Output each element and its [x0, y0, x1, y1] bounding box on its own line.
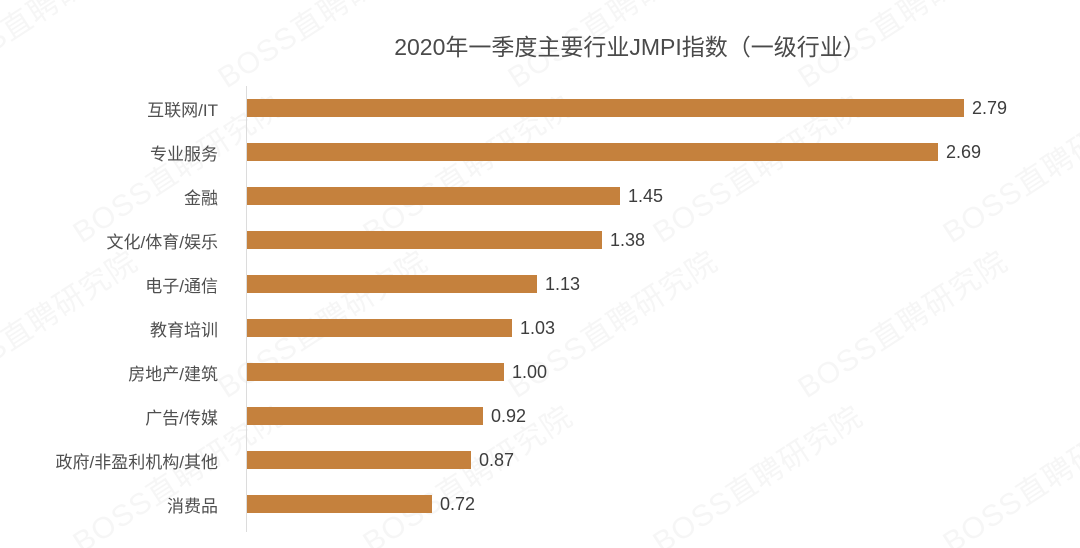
- bar: [247, 451, 471, 469]
- bar: [247, 143, 938, 161]
- value-label: 0.87: [479, 449, 515, 470]
- category-label: 电子/通信: [145, 276, 218, 296]
- bar-track: 0.92: [247, 406, 1080, 427]
- bar-track: 1.00: [247, 362, 1080, 383]
- bar-row: 教育培训 1.03: [0, 306, 1080, 350]
- category-label: 政府/非盈利机构/其他: [55, 452, 218, 472]
- value-label: 0.92: [491, 405, 527, 426]
- category-label: 教育培训: [150, 320, 218, 340]
- bar-row: 广告/传媒 0.92: [0, 394, 1080, 438]
- value-label: 1.45: [628, 185, 664, 206]
- bar-track: 1.38: [247, 230, 1080, 251]
- bar-row: 金融 1.45: [0, 174, 1080, 218]
- value-label: 2.69: [946, 141, 982, 162]
- bar-row: 电子/通信 1.13: [0, 262, 1080, 306]
- bar: [247, 231, 602, 249]
- bar-track: 2.79: [247, 98, 1080, 119]
- bar-track: 1.45: [247, 186, 1080, 207]
- watermark-text: BOSS直聘研究院: [0, 0, 144, 95]
- bar-track: 1.13: [247, 274, 1080, 295]
- bar-row: 政府/非盈利机构/其他 0.87: [0, 438, 1080, 482]
- bar: [247, 319, 512, 337]
- bar-row: 互联网/IT 2.79: [0, 86, 1080, 130]
- category-label: 房地产/建筑: [128, 364, 218, 384]
- category-label: 互联网/IT: [147, 100, 218, 120]
- chart-title: 2020年一季度主要行业JMPI指数（一级行业）: [394, 34, 866, 60]
- bar-row: 文化/体育/娱乐 1.38: [0, 218, 1080, 262]
- value-label: 1.13: [545, 273, 581, 294]
- bar: [247, 495, 432, 513]
- category-label: 专业服务: [150, 144, 218, 164]
- bar: [247, 363, 504, 381]
- bar: [247, 187, 620, 205]
- y-axis-line: [246, 86, 247, 532]
- bar-row: 房地产/建筑 1.00: [0, 350, 1080, 394]
- value-label: 1.00: [512, 361, 548, 382]
- bar: [247, 275, 537, 293]
- category-label: 广告/传媒: [145, 408, 218, 428]
- bar-rows: 互联网/IT 2.79 专业服务 2.69 金融 1.45 文化/体育/娱乐 1.38 电子/通…: [0, 86, 1080, 526]
- category-label: 金融: [184, 188, 218, 208]
- value-label: 1.03: [520, 317, 556, 338]
- category-label: 文化/体育/娱乐: [106, 232, 218, 252]
- bar: [247, 99, 964, 117]
- bar-track: 1.03: [247, 318, 1080, 339]
- bar-track: 2.69: [247, 142, 1080, 163]
- bar-track: 0.72: [247, 494, 1080, 515]
- category-label: 消费品: [167, 496, 218, 516]
- value-label: 1.38: [610, 229, 646, 250]
- bar-row: 专业服务 2.69: [0, 130, 1080, 174]
- value-label: 2.79: [972, 97, 1008, 118]
- bar-track: 0.87: [247, 450, 1080, 471]
- bar-row: 消费品 0.72: [0, 482, 1080, 526]
- value-label: 0.72: [440, 493, 476, 514]
- bar: [247, 407, 483, 425]
